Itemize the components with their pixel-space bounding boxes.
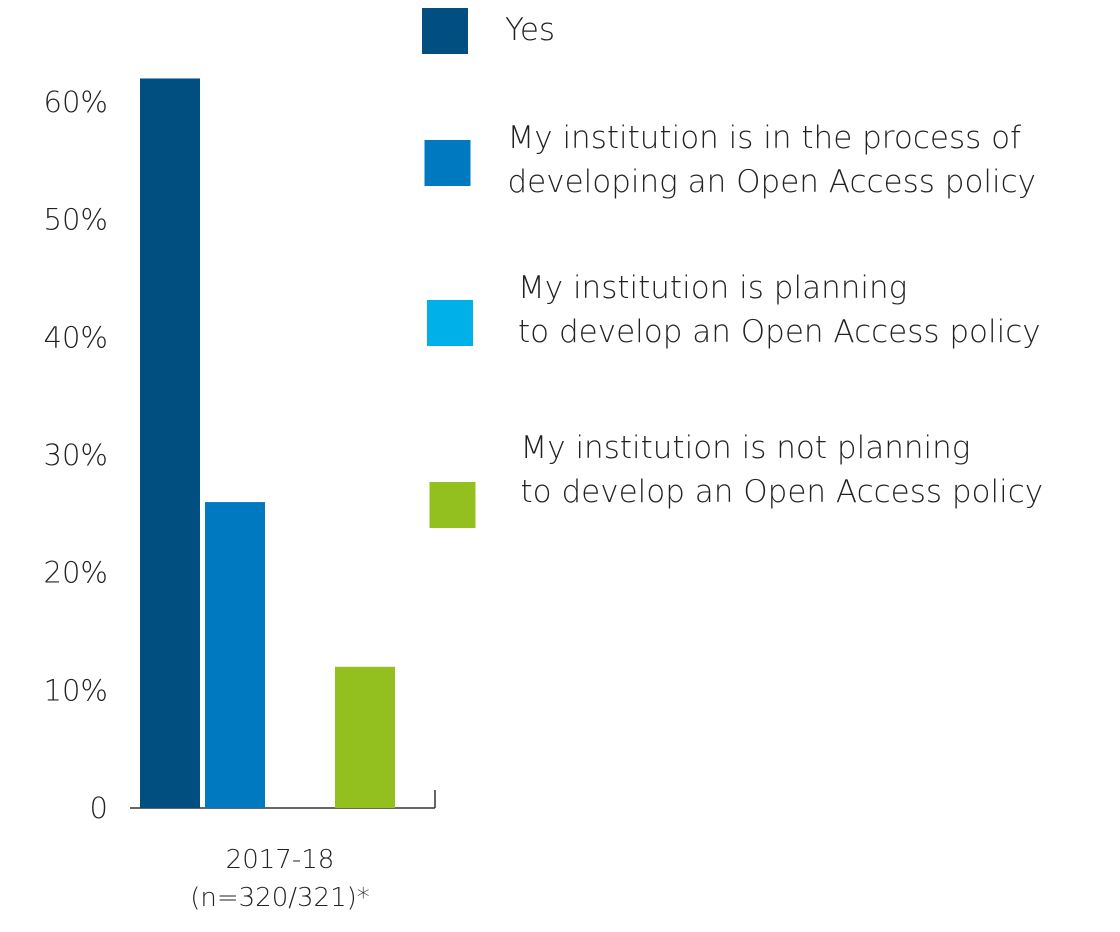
legend-label: My institution is not planning to develop… [521,430,1044,510]
bar [205,502,265,808]
y-tick-label: 0 [90,791,108,825]
legend-label: My institution is in the process of devel… [508,120,1037,200]
y-tick-label: 30% [44,438,108,472]
bar [140,78,200,808]
y-tick-label: 20% [44,556,108,590]
legend-label: My institution is planning to develop an … [518,270,1041,350]
legend-label: Yes [505,12,555,48]
y-tick-label: 40% [44,320,108,354]
legend-swatch [422,8,468,54]
legend-swatch [427,300,473,346]
y-tick-label: 10% [44,673,108,707]
bar [335,666,395,808]
x-tick-label: 2017-18 (n=320/321)* [190,845,370,913]
y-tick-label: 60% [44,85,108,119]
y-tick-label: 50% [44,203,108,237]
legend-swatch [424,140,471,186]
legend-swatch [429,482,476,528]
